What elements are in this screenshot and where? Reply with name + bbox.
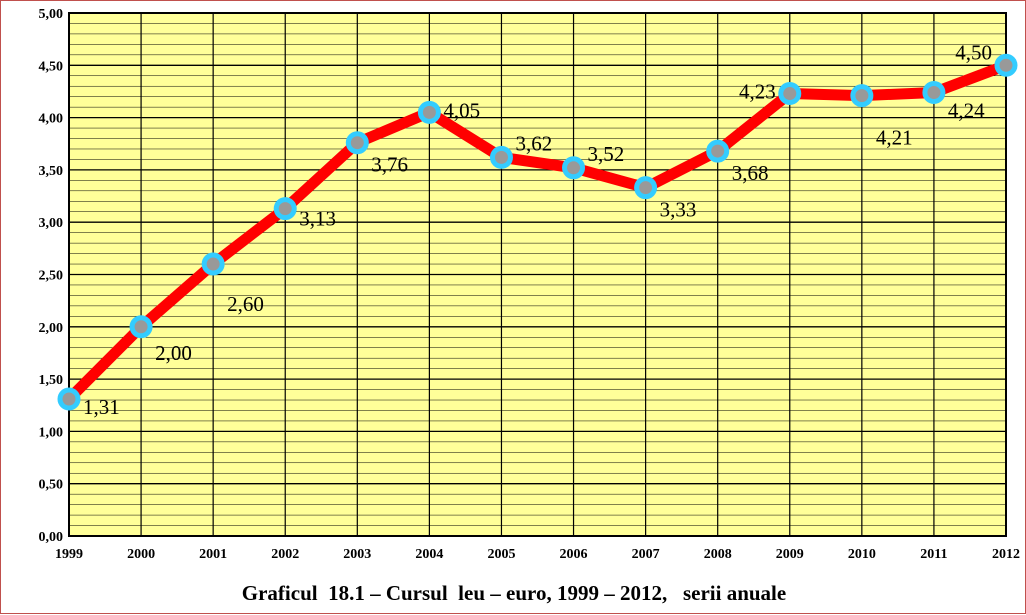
y-tick-label: 4,00 (39, 112, 64, 127)
data-point (201, 252, 225, 276)
x-tick-label: 2000 (127, 547, 155, 562)
axes: 0,00 0,50 1,00 1,50 2,00 2,50 3,00 3,50 4,00 4,50… (39, 7, 1021, 562)
data-point (850, 84, 874, 108)
y-tick-label: 3,00 (39, 216, 64, 231)
data-label: 3,68 (732, 161, 769, 185)
y-tick-label: 1,50 (39, 373, 64, 388)
data-point (345, 131, 369, 155)
data-label: 4,50 (955, 40, 992, 64)
y-tick-label: 0,00 (39, 530, 64, 545)
data-markers (57, 53, 1018, 411)
data-point (57, 387, 81, 411)
data-point (634, 176, 658, 200)
x-tick-label: 2003 (343, 547, 371, 562)
x-tick-label: 2007 (632, 547, 660, 562)
data-label: 3,62 (515, 131, 552, 155)
x-tick-label: 2002 (271, 547, 299, 562)
series-exchange-rate (63, 59, 1012, 405)
data-point (778, 82, 802, 106)
data-point (129, 315, 153, 339)
y-tick-label: 3,50 (39, 164, 64, 179)
x-tick-label: 2008 (704, 547, 732, 562)
x-tick-label: 2010 (848, 547, 876, 562)
data-label: 3,13 (299, 207, 336, 231)
x-tick-label: 2004 (415, 547, 443, 562)
data-point (706, 139, 730, 163)
y-tick-label: 4,50 (39, 59, 64, 74)
gridlines (68, 12, 1007, 537)
x-tick-label: 2001 (199, 547, 227, 562)
y-tick-label: 0,50 (39, 478, 64, 493)
data-point (273, 197, 297, 221)
y-tick-label: 5,00 (39, 7, 64, 22)
data-label: 2,60 (227, 292, 264, 316)
x-tick-label: 2009 (776, 547, 804, 562)
y-tick-label: 2,50 (39, 269, 64, 284)
data-label: 2,00 (155, 341, 192, 365)
series-line (63, 59, 1012, 405)
data-label: 1,31 (83, 395, 120, 419)
data-label: 4,24 (948, 98, 985, 122)
x-tick-label: 2012 (992, 547, 1020, 562)
x-tick-label: 2011 (920, 547, 947, 562)
x-tick-label: 2005 (487, 547, 515, 562)
plot-border (68, 12, 1007, 537)
x-tick-label: 2006 (560, 547, 588, 562)
chart-title: Graficul 18.1 – Cursul leu – euro, 1999 … (241, 581, 787, 605)
data-point (994, 53, 1018, 77)
y-tick-label: 1,00 (39, 425, 64, 440)
data-label: 3,33 (660, 198, 697, 222)
data-point (417, 100, 441, 124)
data-label: 4,23 (739, 80, 776, 104)
data-label: 4,05 (443, 98, 480, 122)
data-point (562, 156, 586, 180)
data-label: 3,52 (588, 142, 625, 166)
data-label: 3,76 (371, 153, 408, 177)
x-tick-label: 1999 (55, 547, 83, 562)
data-point (922, 80, 946, 104)
data-labels: 1,31 2,00 2,60 3,13 3,76 4,05 3,62 3,52 3,33 3,68… (83, 40, 992, 419)
data-point (489, 145, 513, 169)
y-tick-label: 2,00 (39, 321, 64, 336)
data-label: 4,21 (876, 126, 913, 150)
